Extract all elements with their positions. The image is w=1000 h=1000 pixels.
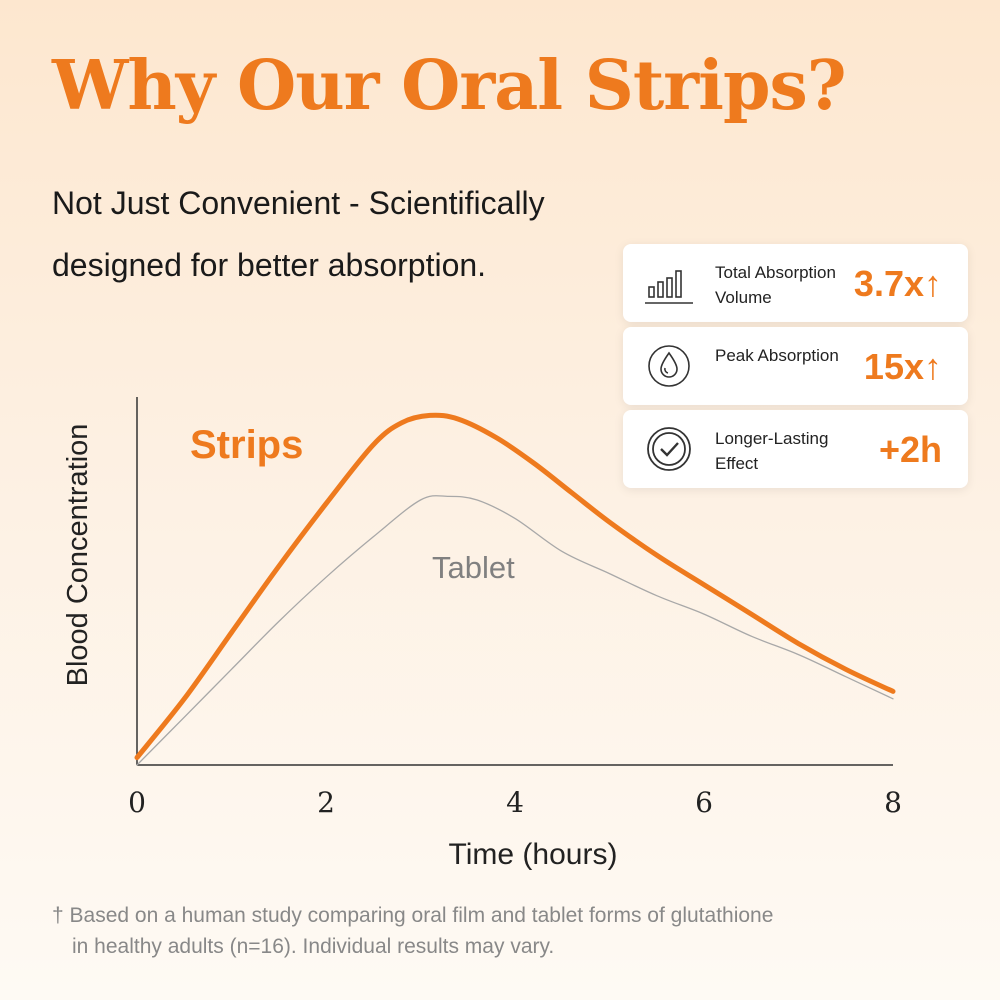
x-tick-labels: 0 2 4 6 8 — [128, 786, 902, 819]
stat-card-total-absorption: Total Absorption Volume 3.7x↑ — [623, 244, 968, 322]
footnote: † Based on a human study comparing oral … — [52, 900, 952, 962]
droplet-icon — [643, 340, 695, 392]
x-tick-label: 2 — [317, 786, 335, 819]
x-tick-label: 4 — [506, 786, 524, 819]
y-axis-label: Blood Concentration — [62, 424, 94, 687]
stat-card-peak-absorption: Peak Absorption 15x↑ — [623, 327, 968, 405]
stat-label: Longer-Lasting Effect — [715, 429, 829, 473]
series-line-strips — [134, 412, 896, 761]
x-tick-label: 8 — [884, 786, 902, 819]
series-label-tablet: Tablet — [432, 550, 515, 585]
footnote-line-2: in healthy adults (n=16). Individual res… — [72, 935, 555, 958]
stat-card-longer-lasting: Longer-Lasting Effect +2h — [623, 410, 968, 488]
page-title: Why Our Oral Strips? — [52, 46, 847, 126]
series-lines — [134, 412, 896, 766]
stat-label: Total Absorption Volume — [715, 263, 836, 307]
x-tick-label: 0 — [128, 786, 146, 819]
series-label-strips: Strips — [190, 423, 303, 467]
x-tick-label: 6 — [695, 786, 713, 819]
stat-value: 15x↑ — [863, 346, 942, 387]
stat-value: 3.7x↑ — [853, 263, 942, 304]
bar-chart-icon — [643, 257, 695, 309]
footnote-line-1: † Based on a human study comparing oral … — [52, 904, 774, 927]
page-subtitle: Not Just Convenient - Scientifically des… — [52, 185, 545, 283]
series-line-tablet — [136, 495, 894, 766]
x-axis-label: Time (hours) — [449, 838, 618, 871]
check-circle-icon — [643, 423, 695, 475]
stat-label: Peak Absorption — [715, 346, 839, 365]
stat-value: +2h — [878, 429, 942, 470]
chart-axes — [136, 397, 893, 766]
